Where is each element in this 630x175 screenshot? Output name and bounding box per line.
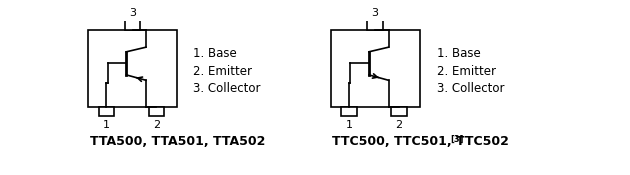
Text: [3]: [3] (450, 135, 464, 144)
Bar (367, 20, 383, 30)
Text: 3. Collector: 3. Collector (193, 82, 261, 95)
Bar (331, 30, 420, 107)
Text: 2. Emitter: 2. Emitter (193, 65, 253, 78)
Text: 2. Emitter: 2. Emitter (437, 65, 496, 78)
Bar (125, 20, 140, 30)
Text: 3: 3 (129, 8, 136, 18)
Text: 1: 1 (346, 120, 353, 130)
Text: 1. Base: 1. Base (437, 47, 481, 60)
Text: TTC500, TTC501, TTC502: TTC500, TTC501, TTC502 (332, 135, 509, 148)
Text: 1. Base: 1. Base (193, 47, 238, 60)
Bar (149, 107, 164, 117)
Text: 3: 3 (372, 8, 379, 18)
Text: 1: 1 (103, 120, 110, 130)
Bar (341, 107, 357, 117)
Text: 2: 2 (396, 120, 403, 130)
Text: 3. Collector: 3. Collector (437, 82, 504, 95)
Text: 2: 2 (153, 120, 160, 130)
Bar (99, 107, 114, 117)
Text: TTA500, TTA501, TTA502: TTA500, TTA501, TTA502 (89, 135, 265, 148)
Bar (391, 107, 407, 117)
Bar (88, 30, 177, 107)
